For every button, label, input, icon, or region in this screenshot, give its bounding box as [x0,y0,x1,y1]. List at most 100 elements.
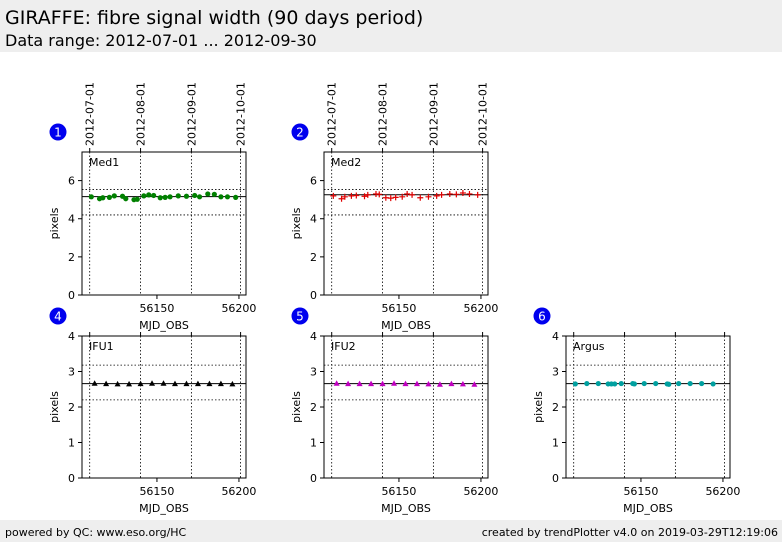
point [572,381,578,387]
subtitle: Data range: 2012-07-01 ... 2012-09-30 [5,31,317,50]
x-tick-label: 56200 [221,485,256,498]
point [217,380,224,387]
x-tick-label: 56150 [381,302,416,315]
date-tick-label: 2012-10-01 [477,82,490,146]
x-tick-label: 56150 [623,485,658,498]
point [88,194,94,200]
x-axis-label: MJD_OBS [623,502,673,515]
point [425,193,432,200]
point [474,191,481,198]
point [100,195,106,201]
point [446,190,453,197]
x-tick-label: 56200 [463,485,498,498]
x-axis-label: MJD_OBS [139,502,189,515]
point [612,381,618,387]
point [192,192,198,199]
plot-frame [323,335,489,479]
panel-annotation: IFU2 [331,340,356,353]
point [595,380,601,387]
point [126,380,133,387]
point [387,195,394,202]
point [710,381,716,387]
panel-annotation: Argus [573,340,605,353]
point [368,380,375,387]
y-axis-label: pixels [532,391,545,423]
y-tick-label: 2 [552,401,559,414]
point [379,380,386,387]
point [224,194,231,200]
point [471,381,478,387]
point [653,380,659,387]
point [466,190,473,197]
point [194,380,201,387]
point [699,380,705,387]
x-axis-label: MJD_OBS [139,319,189,332]
point [167,194,173,200]
y-tick-label: 3 [310,366,317,379]
point [162,194,168,200]
footer-left: powered by QC: www.eso.org/HC [5,526,187,539]
point [103,380,110,387]
date-tick-label: 2012-09-01 [185,82,198,146]
x-axis-label: MJD_OBS [381,502,431,515]
x-tick-label: 56200 [705,485,740,498]
y-tick-label: 1 [68,437,75,450]
point [205,191,211,197]
plot-frame [323,151,489,296]
point [436,381,443,387]
y-tick-label: 0 [552,472,559,485]
panel-annotation: IFU1 [89,340,114,353]
date-tick-label: 2012-07-01 [326,82,339,146]
point [149,380,156,386]
point [409,191,416,198]
x-tick-label: 56200 [463,302,498,315]
point [338,195,345,202]
y-tick-label: 4 [552,330,559,343]
panel-annotation: Med2 [331,156,361,169]
point [341,193,348,200]
point [666,381,672,387]
point [134,196,140,202]
point [345,380,352,387]
point [137,380,144,387]
panel-number: 6 [538,310,546,324]
point [676,380,682,387]
y-tick-label: 0 [68,289,75,302]
point [91,380,98,386]
point [157,195,163,201]
y-tick-label: 4 [68,330,75,343]
x-tick-label: 56150 [139,302,174,315]
x-tick-label: 56200 [221,302,256,315]
x-axis-label: MJD_OBS [381,319,431,332]
x-tick-label: 56150 [381,485,416,498]
panel-number: 4 [54,310,62,324]
point [333,380,340,386]
footer-right: created by trendPlotter v4.0 on 2019-03-… [482,526,778,539]
point [206,380,213,387]
panel-number: 2 [296,126,304,140]
point [218,194,224,200]
point [141,193,147,199]
point [233,194,239,200]
point [413,380,420,387]
panel-badge [49,307,67,325]
date-tick-label: 2012-08-01 [135,82,148,146]
date-tick-label: 2012-09-01 [427,82,440,146]
point [123,196,129,202]
date-tick-label: 2012-10-01 [235,82,248,146]
panel-badge [291,307,309,325]
point [641,380,647,387]
point [171,380,178,387]
y-tick-label: 2 [310,251,317,264]
point [111,193,117,199]
point [399,193,406,200]
y-tick-label: 2 [68,401,75,414]
point [392,194,399,201]
point [364,191,371,198]
point [687,380,693,387]
footer-band [0,520,782,542]
y-axis-label: pixels [290,207,303,239]
point [376,191,383,198]
panel-number: 5 [296,310,304,324]
point [229,380,236,387]
